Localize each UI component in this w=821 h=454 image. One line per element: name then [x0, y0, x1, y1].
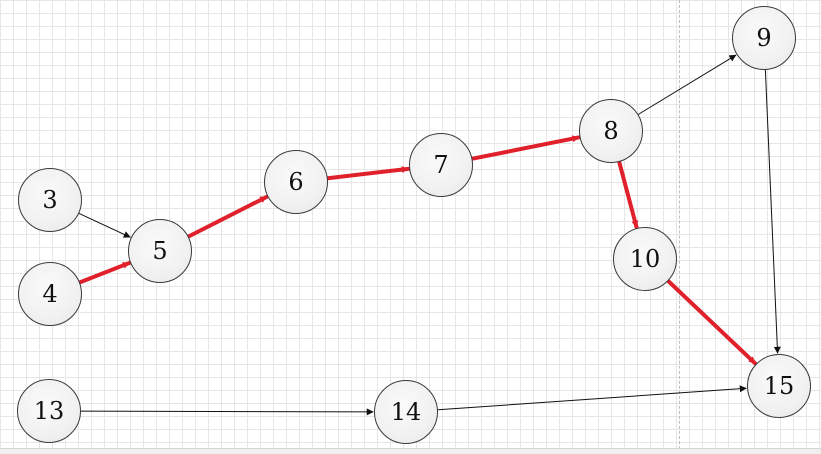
edge-7-to-8[interactable]	[470, 135, 581, 161]
node-9[interactable]: 9	[732, 6, 796, 70]
node-6[interactable]: 6	[264, 150, 328, 214]
node-5[interactable]: 5	[128, 219, 192, 283]
edge-6-to-7[interactable]	[325, 166, 411, 181]
node-10[interactable]: 10	[613, 227, 677, 291]
edge-13-to-14[interactable]	[80, 408, 374, 416]
node-7[interactable]: 7	[409, 133, 473, 197]
node-4[interactable]: 4	[18, 262, 82, 326]
node-14[interactable]: 14	[374, 380, 438, 444]
edge-10-to-15[interactable]	[666, 279, 758, 366]
edge-8-to-10[interactable]	[617, 159, 639, 230]
edge-8-to-9[interactable]	[637, 54, 737, 115]
node-3[interactable]: 3	[18, 168, 82, 232]
node-13[interactable]: 13	[17, 379, 81, 443]
edge-4-to-5[interactable]	[77, 261, 132, 285]
node-15[interactable]: 15	[747, 354, 811, 418]
edge-5-to-6[interactable]	[186, 194, 269, 239]
edge-14-to-15[interactable]	[437, 385, 747, 411]
edge-3-to-5[interactable]	[78, 212, 131, 238]
node-8[interactable]: 8	[579, 99, 643, 163]
edge-9-to-15[interactable]	[764, 69, 781, 354]
page-break-line	[679, 0, 680, 454]
bottom-scrollbar[interactable]	[0, 448, 821, 454]
